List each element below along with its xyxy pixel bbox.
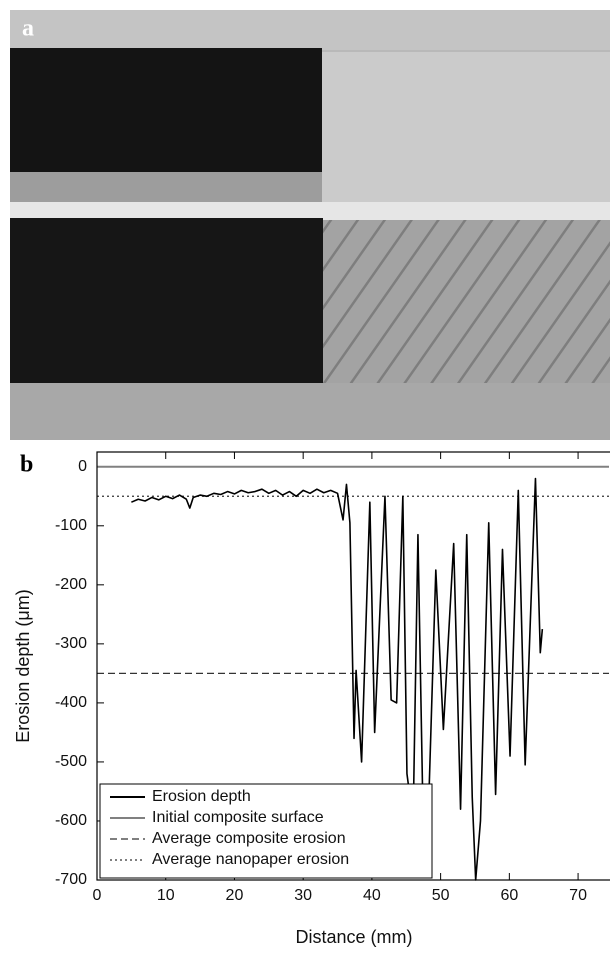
photo-strip [10,202,610,220]
photo-top [10,10,610,50]
legend-label: Average composite erosion [152,830,346,847]
x-tick-label: 60 [500,887,518,904]
x-tick-label: 0 [93,887,102,904]
panel-label: a [22,16,34,42]
photo-dark-bar [10,218,323,383]
y-tick-label: -100 [55,517,87,534]
legend-label: Initial composite surface [152,809,324,826]
photo: a [10,10,610,440]
photo-dark-bar [10,48,322,172]
x-tick-label: 70 [569,887,587,904]
photo-light-region [322,52,610,202]
x-tick-label: 50 [432,887,450,904]
photo-band [10,172,322,202]
legend-label: Average nanopaper erosion [152,851,349,868]
x-tick-label: 40 [363,887,381,904]
y-tick-label: -500 [55,753,87,770]
photo-hatched-region [322,220,610,385]
y-tick-label: -200 [55,576,87,593]
x-tick-label: 30 [294,887,312,904]
y-axis-label: Erosion depth (μm) [13,589,33,742]
data-line [131,477,544,881]
plot-frame [96,451,610,881]
x-tick-label: 10 [157,887,175,904]
y-tick-label: -400 [55,694,87,711]
x-axis-label: Distance (mm) [295,927,412,947]
photo-bottom [10,383,610,440]
legend-box [99,783,433,879]
legend-label: Erosion depth [152,788,251,805]
y-tick-label: 0 [78,458,87,475]
x-tick-label: 20 [226,887,244,904]
y-tick-label: -300 [55,635,87,652]
y-tick-label: -700 [55,871,87,888]
y-tick-label: -600 [55,812,87,829]
panel-label: b [20,452,33,478]
